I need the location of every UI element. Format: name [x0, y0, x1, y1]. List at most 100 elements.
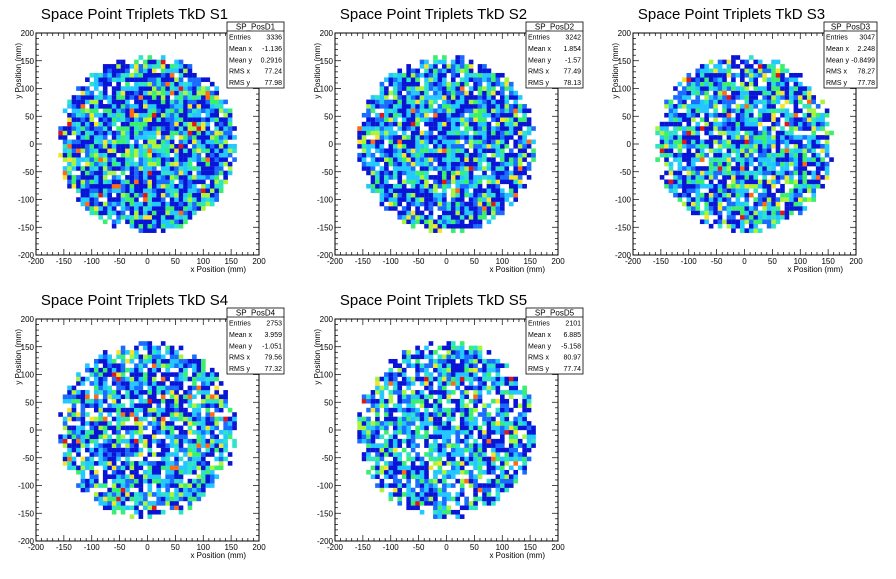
heatmap-cell: [139, 144, 144, 149]
heatmap-cell: [174, 350, 179, 355]
heatmap-cell: [424, 148, 429, 153]
heatmap-cell: [460, 108, 465, 113]
heatmap-cell: [455, 60, 460, 65]
heatmap-cell: [504, 86, 509, 91]
heatmap-cell: [103, 497, 108, 502]
heatmap-cell: [442, 82, 447, 87]
heatmap-cell: [125, 193, 130, 198]
heatmap-cell: [447, 108, 452, 113]
heatmap-cell: [753, 166, 758, 171]
heatmap-cell: [94, 483, 99, 488]
heatmap-cell: [749, 82, 754, 87]
heatmap-cell: [442, 175, 447, 180]
heatmap-cell: [139, 228, 144, 233]
heatmap-cell: [143, 91, 148, 96]
heatmap-cell: [816, 180, 821, 185]
heatmap-cell: [174, 69, 179, 74]
heatmap-cell: [807, 184, 812, 189]
heatmap-cell: [664, 140, 669, 145]
heatmap-cell: [447, 91, 452, 96]
heatmap-cell: [727, 117, 732, 122]
heatmap-cell: [197, 117, 202, 122]
heatmap-cell: [156, 60, 161, 65]
heatmap-cell: [170, 175, 175, 180]
heatmap-cell: [134, 461, 139, 466]
heatmap-cell: [455, 140, 460, 145]
heatmap-cell: [473, 95, 478, 100]
heatmap-cell: [807, 162, 812, 167]
heatmap-cell: [420, 100, 425, 105]
heatmap-cell: [94, 100, 99, 105]
heatmap-cell: [188, 452, 193, 457]
heatmap-cell: [713, 82, 718, 87]
heatmap-cell: [776, 157, 781, 162]
heatmap-cell: [197, 148, 202, 153]
heatmap-cell: [134, 131, 139, 136]
heatmap-cell: [509, 153, 514, 158]
heatmap-cell: [767, 206, 772, 211]
heatmap-cell: [785, 122, 790, 127]
heatmap-cell: [197, 497, 202, 502]
heatmap-cell: [179, 157, 184, 162]
heatmap-cell: [98, 390, 103, 395]
heatmap-cell: [63, 157, 68, 162]
heatmap-cell: [420, 215, 425, 220]
heatmap-cell: [107, 126, 112, 131]
heatmap-cell: [455, 135, 460, 140]
heatmap-cell: [139, 202, 144, 207]
heatmap-cell: [143, 82, 148, 87]
y-tick-label: -150: [18, 223, 35, 232]
heatmap-cell: [375, 113, 380, 118]
heatmap-cell: [527, 144, 532, 149]
heatmap-cell: [205, 461, 210, 466]
heatmap-cell: [201, 171, 206, 176]
heatmap-cell: [433, 86, 438, 91]
heatmap-cell: [188, 461, 193, 466]
heatmap-cell: [134, 350, 139, 355]
heatmap-cell: [496, 131, 501, 136]
heatmap-cell: [522, 108, 527, 113]
heatmap-cell: [156, 470, 161, 475]
heatmap-cell: [482, 144, 487, 149]
heatmap-cell: [183, 175, 188, 180]
heatmap-cell: [380, 104, 385, 109]
heatmap-cell: [103, 501, 108, 506]
heatmap-cell: [161, 228, 166, 233]
heatmap-cell: [152, 73, 157, 78]
heatmap-cell: [134, 381, 139, 386]
heatmap-cell: [762, 197, 767, 202]
heatmap-cell: [165, 461, 170, 466]
heatmap-cell: [482, 108, 487, 113]
heatmap-cell: [406, 175, 411, 180]
heatmap-cell: [103, 505, 108, 510]
heatmap-cell: [509, 162, 514, 167]
heatmap-cell: [121, 188, 126, 193]
heatmap-cell: [758, 180, 763, 185]
heatmap-cell: [214, 408, 219, 413]
heatmap-cell: [504, 82, 509, 87]
heatmap-cell: [161, 69, 166, 74]
heatmap-cell: [103, 399, 108, 404]
heatmap-cell: [121, 193, 126, 198]
heatmap-cell: [767, 188, 772, 193]
heatmap-cell: [464, 215, 469, 220]
heatmap-cell: [148, 166, 153, 171]
heatmap-cell: [214, 104, 219, 109]
heatmap-cell: [687, 197, 692, 202]
heatmap-cell: [76, 377, 81, 382]
heatmap-cell: [192, 368, 197, 373]
heatmap-cell: [143, 434, 148, 439]
heatmap-cell: [402, 82, 407, 87]
heatmap-cell: [753, 86, 758, 91]
heatmap-cell: [112, 457, 117, 462]
heatmap-cell: [816, 153, 821, 158]
heatmap-cell: [447, 215, 452, 220]
heatmap-cell: [393, 148, 398, 153]
heatmap-cell: [174, 193, 179, 198]
heatmap-cell: [700, 104, 705, 109]
heatmap-cell: [81, 443, 86, 448]
heatmap-cell: [116, 448, 121, 453]
heatmap-cell: [478, 73, 483, 78]
stats-value: 3242: [565, 35, 581, 42]
heatmap-cell: [165, 202, 170, 207]
